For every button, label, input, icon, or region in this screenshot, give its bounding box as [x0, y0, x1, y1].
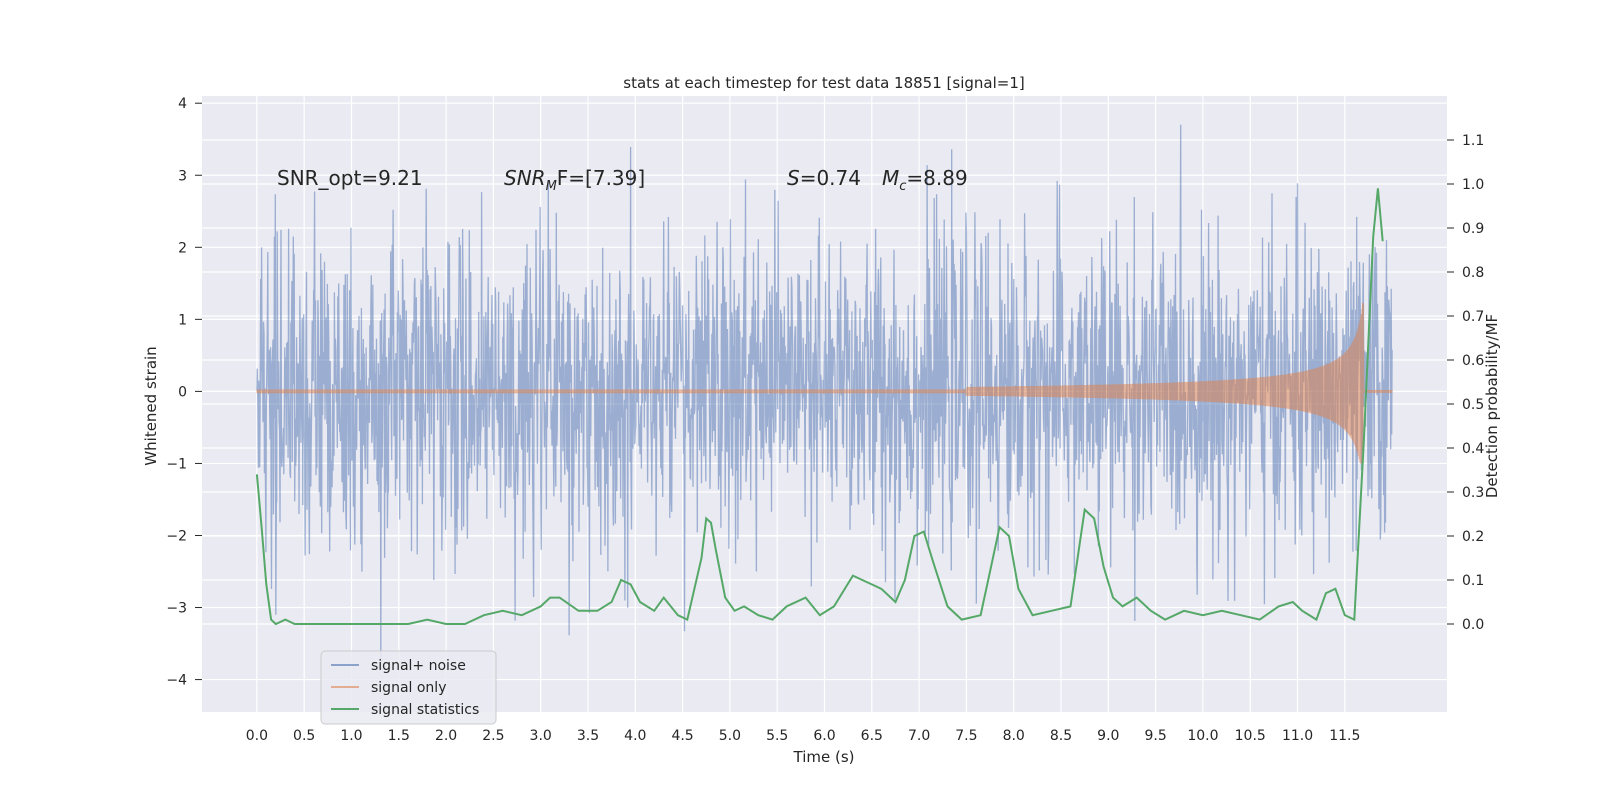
y2-tick-label-5: 0.5	[1462, 397, 1484, 413]
legend-label-signal-only: signal only	[371, 680, 446, 696]
annotation-mc-value: =8.89	[906, 166, 967, 190]
annotation-snr-mf: SNRMF=[7.39]	[504, 166, 645, 194]
x-tick-label-19: 9.5	[1144, 728, 1166, 744]
y2-tick-label-7: 0.7	[1462, 309, 1484, 325]
x-tick-label-12: 6.0	[813, 728, 835, 744]
x-tick-label-13: 6.5	[861, 728, 883, 744]
x-tick-label-14: 7.0	[908, 728, 930, 744]
y2-tick-label-8: 0.8	[1462, 265, 1484, 281]
y-tick-label-4: 0	[178, 384, 187, 400]
y-tick-label-2: −2	[166, 528, 187, 544]
x-tick-label-15: 7.5	[955, 728, 977, 744]
legend-label-signal-noise: signal+ noise	[371, 658, 466, 674]
series-signal-only	[256, 303, 1393, 464]
x-tick-label-1: 0.5	[293, 728, 315, 744]
y2-tick-label-11: 1.1	[1462, 133, 1484, 149]
y-tick-label-5: 1	[178, 312, 187, 328]
annotation-s-value: =0.74	[800, 166, 861, 190]
legend: signal+ noise signal only signal statist…	[320, 650, 497, 725]
y-tick-label-0: −4	[166, 673, 187, 689]
x-tick-label-3: 1.5	[388, 728, 410, 744]
x-tick-label-17: 8.5	[1050, 728, 1072, 744]
annotation-snr-mf-subscript: M	[546, 179, 557, 194]
legend-label-signal-statistics: signal statistics	[371, 702, 479, 718]
y2-tick-label-10: 1.0	[1462, 177, 1484, 193]
annotation-mc: Mc=8.89	[882, 166, 968, 194]
x-tick-label-11: 5.5	[766, 728, 788, 744]
x-tick-label-10: 5.0	[719, 728, 741, 744]
annotation-mc-symbol: M	[882, 166, 899, 190]
x-tick-label-18: 9.0	[1097, 728, 1119, 744]
x-tick-label-0: 0.0	[246, 728, 268, 744]
annotation-mc-subscript: c	[899, 179, 906, 194]
y2-tick-label-2: 0.2	[1462, 529, 1484, 545]
y2-tick-label-6: 0.6	[1462, 353, 1484, 369]
annotation-s: S=0.74	[787, 166, 861, 190]
y-tick-label-6: 2	[178, 240, 187, 256]
x-tick-label-6: 3.0	[530, 728, 552, 744]
annotation-snr-mf-value: F=[7.39]	[557, 166, 645, 190]
signal-only-line	[256, 303, 1393, 464]
x-tick-label-8: 4.0	[624, 728, 646, 744]
y2-tick-label-1: 0.1	[1462, 573, 1484, 589]
x-tick-label-5: 2.5	[482, 728, 504, 744]
y2-tick-label-0: 0.0	[1462, 617, 1484, 633]
y-tick-label-3: −1	[166, 456, 187, 472]
annotation-s-symbol: S	[787, 166, 800, 190]
series-signal-noise	[256, 124, 1393, 669]
series-signal-statistics	[255, 188, 1384, 626]
noise-line	[256, 124, 1393, 669]
x-tick-label-4: 2.0	[435, 728, 457, 744]
x-tick-label-23: 11.5	[1329, 728, 1360, 744]
x-tick-label-22: 11.0	[1282, 728, 1313, 744]
x-axis-label: Time (s)	[793, 748, 855, 766]
y-tick-label-8: 4	[178, 96, 187, 112]
legend-box	[320, 650, 497, 725]
y-tick-label-1: −3	[166, 601, 187, 617]
y2-tick-label-9: 0.9	[1462, 221, 1484, 237]
y-axis-label: Whitened strain	[142, 346, 160, 465]
x-tick-label-20: 10.0	[1187, 728, 1218, 744]
y-tick-label-7: 3	[178, 168, 187, 184]
y2-tick-label-3: 0.3	[1462, 485, 1484, 501]
annotation-snr-mf-symbol: SNR	[504, 166, 546, 190]
x-tick-label-16: 8.0	[1003, 728, 1025, 744]
x-tick-labels: 0.0 0.5 1.0 1.5 2.0 2.5 3.0 3.5 4.0 4.5 5.0 5.5 6.0 6…	[246, 728, 1361, 744]
statistics-line	[255, 188, 1384, 626]
x-tick-label-9: 4.5	[671, 728, 693, 744]
y-tick-labels: −4 −3 −2 −1 0 1 2 3 4	[166, 96, 202, 689]
chart-title: stats at each timestep for test data 188…	[623, 74, 1024, 92]
annotation-snr-opt: SNR_opt=9.21	[277, 166, 423, 190]
y2-tick-labels: 0.0 0.1 0.2 0.3 0.4 0.5 0.6 0.7 0.8 0.9 1.0 1.1	[1447, 133, 1484, 633]
y2-axis-label: Detection probability/MF	[1483, 314, 1501, 498]
x-tick-label-21: 10.5	[1235, 728, 1266, 744]
y2-tick-label-4: 0.4	[1462, 441, 1484, 457]
x-tick-label-7: 3.5	[577, 728, 599, 744]
x-tick-label-2: 1.0	[340, 728, 362, 744]
